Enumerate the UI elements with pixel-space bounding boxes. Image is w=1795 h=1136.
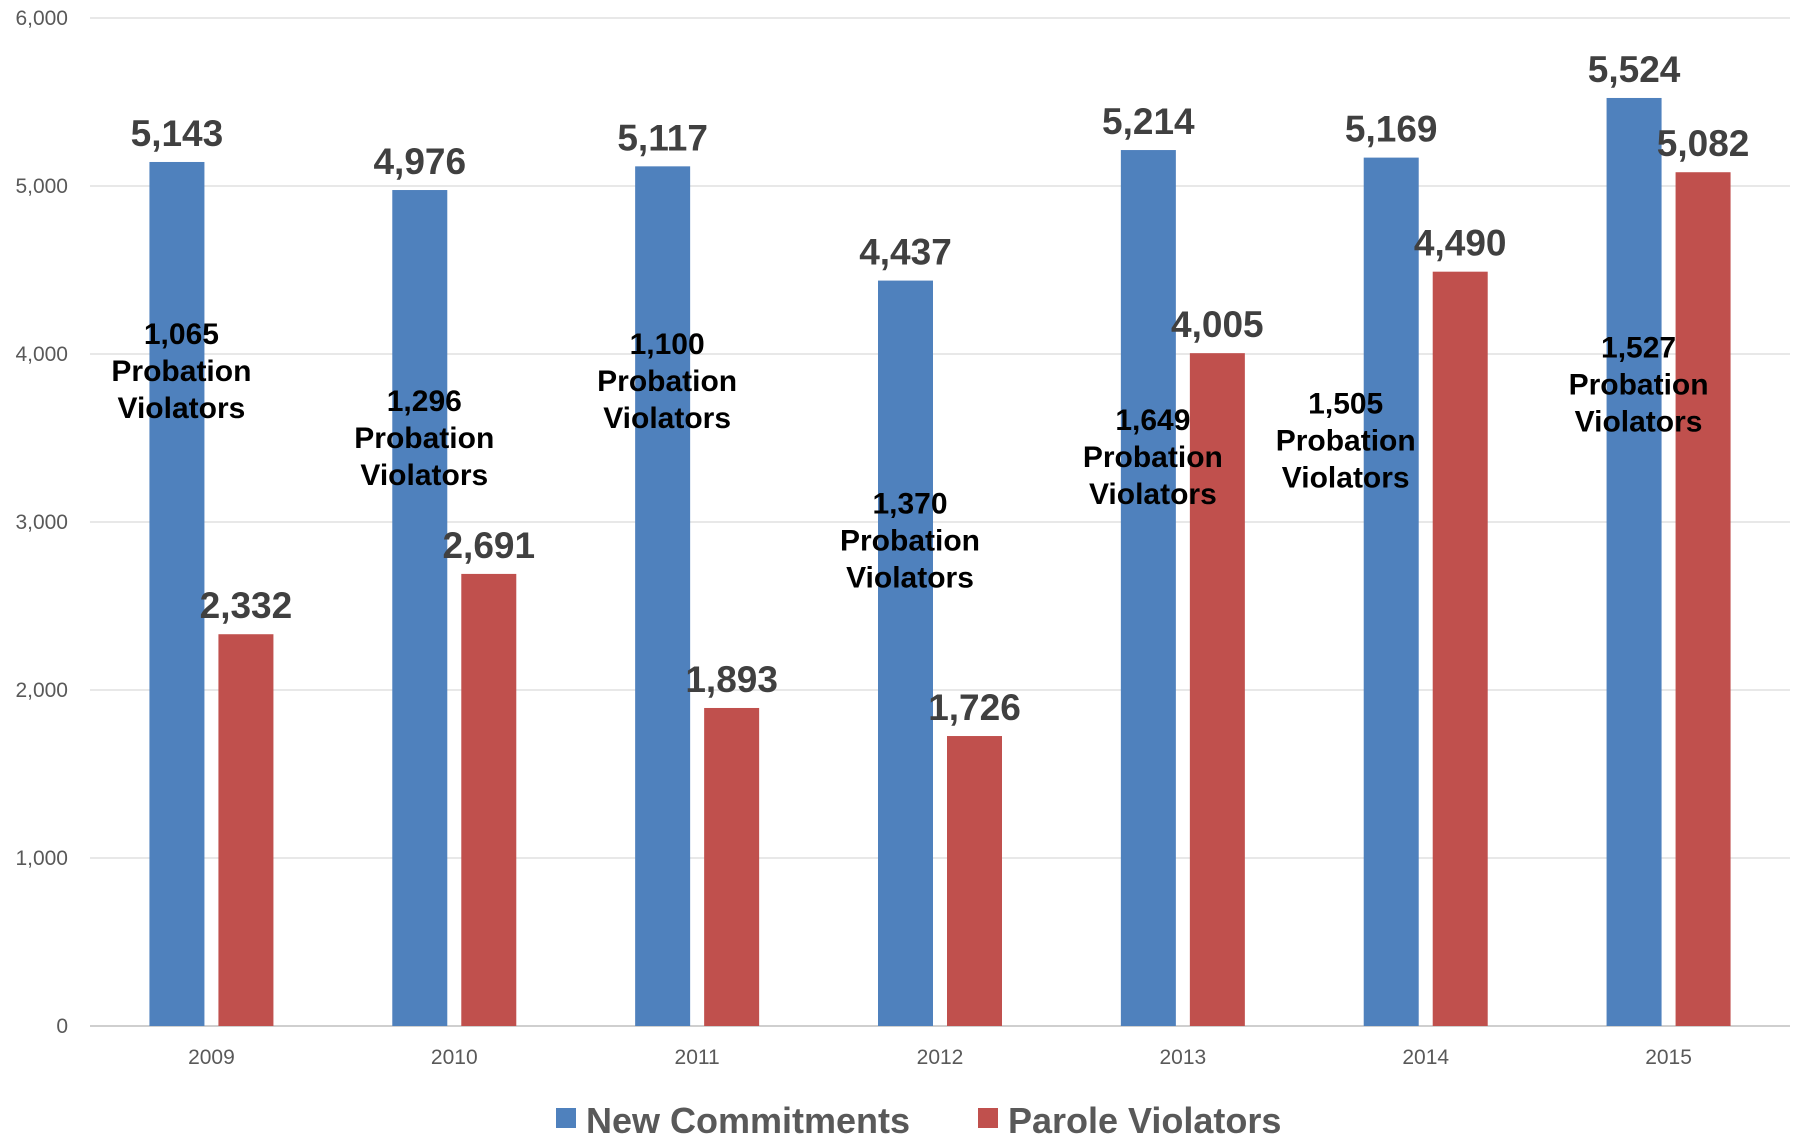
bar-parole-violators-2011 <box>704 707 760 1026</box>
y-tick-label: 1,000 <box>15 847 68 870</box>
bar-parole-violators-2010 <box>461 573 517 1026</box>
probation-annotation-line: Probation <box>111 355 251 388</box>
probation-annotation-2009: 1,065 Probation Violators <box>111 318 251 425</box>
probation-annotation-2012: 1,370 Probation Violators <box>840 488 980 595</box>
x-tick-label: 2014 <box>1402 1046 1449 1069</box>
data-label-new-commitments-2009: 5,143 <box>131 113 224 154</box>
probation-annotation-2015: 1,527 Probation Violators <box>1569 332 1709 439</box>
data-label-new-commitments-2011: 5,117 <box>617 117 708 158</box>
data-label-parole-violators-2014: 4,490 <box>1414 223 1507 264</box>
probation-annotation-line: 1,370 <box>872 488 947 521</box>
x-tick-label: 2012 <box>917 1046 964 1069</box>
probation-annotation-line: Violators <box>118 392 246 425</box>
y-tick-label: 0 <box>56 1015 68 1038</box>
bar-new-commitments-2014 <box>1363 157 1419 1026</box>
legend-label-new-commitments: New Commitments <box>586 1100 910 1136</box>
data-label-parole-violators-2011: 1,893 <box>685 659 778 700</box>
y-tick-label: 6,000 <box>15 7 68 30</box>
x-axis-ticks: 2009 2010 2011 2012 2013 2014 2015 <box>188 1046 1692 1069</box>
legend-label-parole-violators: Parole Violators <box>1008 1100 1281 1136</box>
bar-parole-violators-2009 <box>218 634 274 1026</box>
bar-parole-violators-2013 <box>1189 353 1245 1026</box>
legend-swatch-parole-violators <box>978 1108 998 1128</box>
x-tick-label: 2011 <box>675 1046 720 1069</box>
y-tick-label: 5,000 <box>15 175 68 198</box>
bar-new-commitments-2011 <box>635 166 691 1026</box>
probation-annotation-line: 1,296 <box>387 385 462 418</box>
bar-parole-violators-2012 <box>947 736 1002 1026</box>
data-label-parole-violators-2012: 1,726 <box>928 687 1021 728</box>
bar-new-commitments-2009 <box>149 161 205 1026</box>
data-label-parole-violators-2013: 4,005 <box>1171 304 1264 345</box>
data-label-new-commitments-2010: 4,976 <box>373 141 466 182</box>
gridlines <box>90 17 1790 1027</box>
probation-annotation-line: Violators <box>1282 461 1410 494</box>
probation-annotation-line: Probation <box>1569 369 1709 402</box>
probation-annotation-line: 1,649 <box>1115 404 1190 437</box>
x-tick-label: 2013 <box>1159 1046 1206 1069</box>
probation-annotation-line: Probation <box>354 422 494 455</box>
data-label-new-commitments-2012: 4,437 <box>859 232 952 273</box>
probation-annotations: 1,065 Probation Violators 1,296 Probation Vio… <box>111 318 1708 595</box>
legend-swatch-new-commitments <box>556 1108 576 1128</box>
x-tick-label: 2009 <box>188 1046 235 1069</box>
data-label-new-commitments-2013: 5,214 <box>1102 101 1195 142</box>
x-tick-label: 2015 <box>1645 1046 1692 1069</box>
value-labels: 5,143 2,332 4,976 2,691 5,117 1,893 4,437 1,726… <box>131 49 1750 728</box>
bar-new-commitments-2012 <box>878 280 933 1027</box>
probation-annotation-2013: 1,649 Probation Violators <box>1083 404 1223 511</box>
probation-annotation-line: Probation <box>597 365 737 398</box>
probation-annotation-line: 1,100 <box>630 328 705 361</box>
probation-annotation-line: Violators <box>360 459 488 492</box>
probation-annotation-line: Probation <box>1276 424 1416 457</box>
bar-new-commitments-2015 <box>1606 97 1662 1026</box>
y-axis-ticks: 0 1,000 2,000 3,000 4,000 5,000 6,000 <box>15 7 68 1038</box>
bars <box>149 97 1731 1027</box>
probation-annotation-line: 1,527 <box>1601 332 1676 365</box>
probation-annotation-line: 1,505 <box>1308 387 1383 420</box>
data-label-parole-violators-2010: 2,691 <box>442 525 535 566</box>
probation-annotation-line: Violators <box>1575 406 1703 439</box>
data-label-parole-violators-2009: 2,332 <box>200 585 293 626</box>
legend: New Commitments Parole Violators <box>556 1100 1281 1136</box>
probation-annotation-line: Violators <box>846 562 974 595</box>
data-label-parole-violators-2015: 5,082 <box>1657 123 1750 164</box>
y-tick-label: 4,000 <box>15 343 68 366</box>
probation-annotation-line: Probation <box>840 525 980 558</box>
probation-annotation-2014: 1,505 Probation Violators <box>1276 387 1416 494</box>
probation-annotation-2011: 1,100 Probation Violators <box>597 328 737 435</box>
probation-annotation-line: Violators <box>1089 478 1217 511</box>
probation-annotation-line: Violators <box>603 402 731 435</box>
y-tick-label: 2,000 <box>15 679 68 702</box>
data-label-new-commitments-2014: 5,169 <box>1345 109 1438 150</box>
x-tick-label: 2010 <box>431 1046 478 1069</box>
bar-parole-violators-2014 <box>1432 271 1488 1026</box>
probation-annotation-line: 1,065 <box>144 318 219 351</box>
bar-new-commitments-2013 <box>1120 150 1176 1027</box>
y-tick-label: 3,000 <box>15 511 68 534</box>
bar-new-commitments-2010 <box>392 190 448 1027</box>
data-label-new-commitments-2015: 5,524 <box>1588 49 1681 90</box>
probation-annotation-2010: 1,296 Probation Violators <box>354 385 494 492</box>
probation-annotation-line: Probation <box>1083 441 1223 474</box>
bar-parole-violators-2015 <box>1675 172 1731 1026</box>
